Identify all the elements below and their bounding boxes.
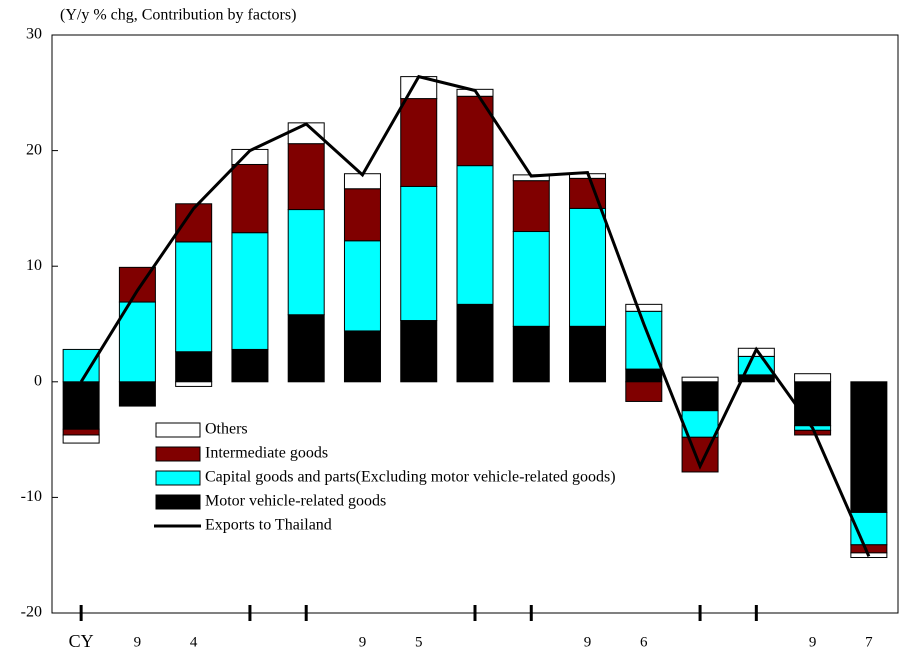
y-tick-label: -10 [21, 488, 42, 505]
legend-label: Capital goods and parts(Excluding motor … [205, 469, 616, 486]
x-tick-label: 6 [640, 634, 648, 650]
legend-swatch [155, 422, 201, 438]
bar-segment [231, 163, 269, 234]
bar-segment [794, 373, 832, 383]
bar-segment [681, 381, 719, 412]
bar-segment [175, 351, 213, 383]
bar-segment [569, 325, 607, 383]
bar-segment [175, 381, 213, 387]
bar-segment [400, 320, 438, 383]
legend-label: Exports to Thailand [205, 517, 332, 534]
x-tick-label: 9 [134, 634, 142, 650]
y-tick-label: 20 [26, 141, 42, 158]
y-tick-label: -20 [21, 604, 42, 621]
bar-segment [62, 348, 100, 383]
bar-segment [175, 203, 213, 243]
bar-segment [62, 434, 100, 444]
bar-segment [118, 381, 156, 407]
y-tick-label: 10 [26, 257, 42, 274]
bar-segment [681, 376, 719, 383]
x-tick-label: 4 [190, 634, 198, 650]
x-tick-label: 7 [865, 634, 873, 650]
x-tick-label: CY [69, 631, 94, 651]
chart-title: (Y/y % chg, Contribution by factors) [60, 7, 296, 24]
bar-segment [512, 180, 550, 233]
legend-swatch [155, 470, 201, 486]
bar-segment [625, 368, 663, 383]
x-tick-label: 9 [359, 634, 367, 650]
y-tick-label: 30 [26, 26, 42, 43]
bar-segment [287, 143, 325, 211]
bar-segment [456, 303, 494, 383]
bar-segment [456, 165, 494, 305]
bar-segment [794, 381, 832, 427]
bar-segment [400, 185, 438, 322]
bar-segment [287, 314, 325, 383]
bar-segment [62, 381, 100, 430]
bar-segment [850, 381, 888, 513]
bar-segment [400, 98, 438, 187]
legend-label: Intermediate goods [205, 445, 328, 462]
bar-segment [287, 209, 325, 316]
bar-segment [512, 325, 550, 383]
bar-segment [850, 544, 888, 554]
y-tick-label: 0 [34, 372, 42, 389]
bar-segment [625, 303, 663, 312]
legend-swatch [155, 494, 201, 510]
legend-swatch [155, 446, 201, 462]
bar-segment [625, 381, 663, 402]
bar-segment [456, 95, 494, 167]
legend-label: Others [205, 421, 248, 438]
bar-segment [231, 232, 269, 350]
bar-segment [512, 231, 550, 327]
bar-segment [569, 207, 607, 327]
line-series [79, 74, 871, 557]
x-tick-label: 9 [809, 634, 817, 650]
bar-segment [175, 241, 213, 353]
bar-segment [343, 188, 381, 242]
x-tick-label: 9 [584, 634, 592, 650]
x-tick-label: 5 [415, 634, 423, 650]
bar-segment [231, 348, 269, 383]
legend-label: Motor vehicle-related goods [205, 493, 386, 510]
bar-segment [62, 428, 100, 436]
bar-segment [343, 330, 381, 383]
bar-segment [343, 240, 381, 332]
bar-segment [118, 301, 156, 383]
